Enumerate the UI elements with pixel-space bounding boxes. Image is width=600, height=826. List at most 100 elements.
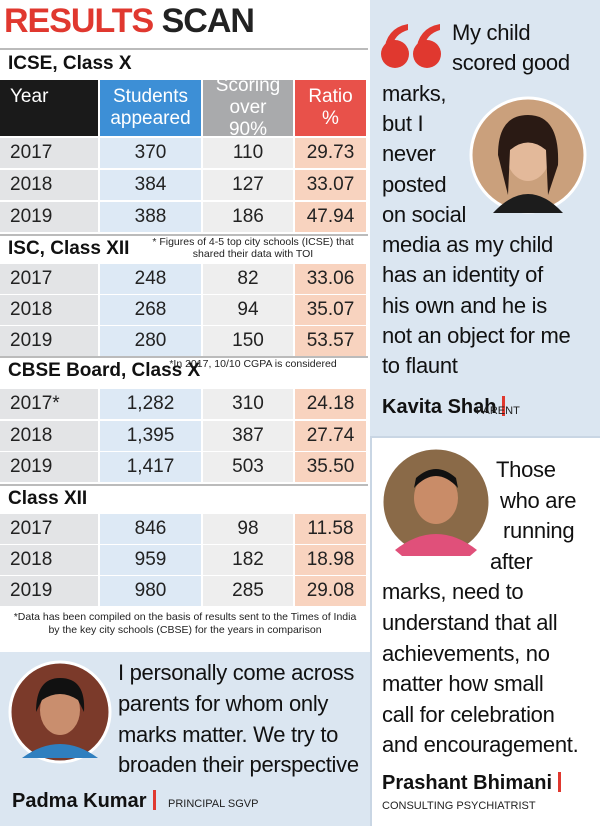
table-cell: 959 <box>100 545 201 575</box>
table-cell: 2019 <box>0 202 98 232</box>
quote-line: on social <box>382 201 467 227</box>
table-cell: 370 <box>100 138 201 168</box>
section-note: *In 2017, 10/10 CGPA is considered <box>169 358 337 370</box>
table-cell: 280 <box>100 326 201 356</box>
footnote: *Data has been compiled on the basis of … <box>13 611 357 636</box>
table-cell: 1,282 <box>100 389 201 419</box>
table-cell: 2019 <box>0 576 98 606</box>
table-cell: 2018 <box>0 295 98 325</box>
table-cell: 33.07 <box>295 170 366 200</box>
quote-line: Those <box>496 457 556 482</box>
table-cell: 127 <box>203 170 293 200</box>
quote-panel <box>370 436 600 826</box>
quote-line: has an identity of <box>382 262 543 288</box>
separator <box>558 772 562 792</box>
table-cell: 388 <box>100 202 201 232</box>
table-cell: 2017* <box>0 389 98 419</box>
quote-line: but I <box>382 110 424 136</box>
table-cell: 384 <box>100 170 201 200</box>
section-note: * Figures of 4-5 top city schools (ICSE)… <box>152 236 354 260</box>
separator <box>152 790 156 810</box>
table-cell: 1,395 <box>100 421 201 451</box>
quote-name: Prashant Bhimani <box>382 772 562 795</box>
table-cell: 11.58 <box>295 514 366 544</box>
table-cell: 2018 <box>0 545 98 575</box>
separator <box>502 396 506 416</box>
table-cell: 2019 <box>0 452 98 482</box>
table-cell: 268 <box>100 295 201 325</box>
photo <box>8 660 112 764</box>
quote-line: parents for whom only <box>118 690 329 716</box>
table-cell: 2018 <box>0 170 98 200</box>
table-cell: 29.08 <box>295 576 366 606</box>
table-cell: 248 <box>100 264 201 294</box>
table-cell: 846 <box>100 514 201 544</box>
title-part: RESULTS <box>4 2 154 40</box>
table-cell: 98 <box>203 514 293 544</box>
table-cell: 387 <box>203 421 293 451</box>
table-cell: 110 <box>203 138 293 168</box>
column-header: Year <box>0 80 98 136</box>
quote-line: My child <box>452 20 531 45</box>
quote-line: running <box>503 518 575 544</box>
quote-line: marks matter. We try to <box>118 721 339 747</box>
section-title: ISC, Class XII <box>0 234 368 262</box>
quote-role: PARENT <box>476 405 520 417</box>
table-cell: 24.18 <box>295 389 366 419</box>
quote-role: CONSULTING PSYCHIATRIST <box>382 800 536 812</box>
quote-mark <box>381 24 441 68</box>
quote-line: marks, need to <box>382 579 524 605</box>
table-cell: 2017 <box>0 514 98 544</box>
quote-name: Padma Kumar <box>12 790 156 813</box>
table-cell: 47.94 <box>295 202 366 232</box>
table-cell: 18.98 <box>295 545 366 575</box>
quote-line: marks, <box>382 80 447 106</box>
quote-name: Kavita Shah <box>382 396 506 419</box>
column-header: Ratio % <box>295 80 366 136</box>
column-header: Students appeared <box>100 80 201 136</box>
table-cell: 1,417 <box>100 452 201 482</box>
table-cell: 2017 <box>0 264 98 294</box>
table-cell: 27.74 <box>295 421 366 451</box>
table-cell: 35.07 <box>295 295 366 325</box>
quote-panel <box>370 0 600 436</box>
table-cell: 2018 <box>0 421 98 451</box>
photo <box>380 446 492 558</box>
quote-role: PRINCIPAL SGVP <box>168 798 259 810</box>
table-cell: 182 <box>203 545 293 575</box>
table-cell: 2019 <box>0 326 98 356</box>
table-cell: 2017 <box>0 138 98 168</box>
table-cell: 285 <box>203 576 293 606</box>
table-cell: 503 <box>203 452 293 482</box>
quote-line: understand that all <box>382 610 558 635</box>
quote-line: achievements, no <box>382 640 550 666</box>
title-part: SCAN <box>161 2 255 40</box>
quote-line: matter how small <box>382 671 544 697</box>
table-cell: 82 <box>203 264 293 294</box>
quote-line: broaden their perspective <box>118 752 359 778</box>
quote-line: media as my child <box>382 232 553 258</box>
section-title: Class XII <box>0 484 368 512</box>
quote-line: who are <box>500 487 577 513</box>
quote-line: not an object for me <box>382 323 571 348</box>
table-cell: 980 <box>100 576 201 606</box>
quote-line: never <box>382 141 436 167</box>
quote-line: after <box>490 548 533 574</box>
quote-line: call for celebration <box>382 701 555 727</box>
table-cell: 53.57 <box>295 326 366 356</box>
quote-line: I personally come across <box>118 660 355 685</box>
quote-line: to flaunt <box>382 353 458 379</box>
title: RESULTS SCAN <box>4 2 255 41</box>
section-title: CBSE Board, Class X <box>0 356 368 384</box>
quote-line: scored good <box>452 50 570 76</box>
table-cell: 29.73 <box>295 138 366 168</box>
table-cell: 150 <box>203 326 293 356</box>
table-cell: 94 <box>203 295 293 325</box>
section-title: ICSE, Class X <box>0 48 368 78</box>
table-cell: 186 <box>203 202 293 232</box>
table-cell: 35.50 <box>295 452 366 482</box>
table-cell: 310 <box>203 389 293 419</box>
quote-line: his own and he is <box>382 292 547 318</box>
column-header: Scoring over 90% <box>203 75 293 140</box>
